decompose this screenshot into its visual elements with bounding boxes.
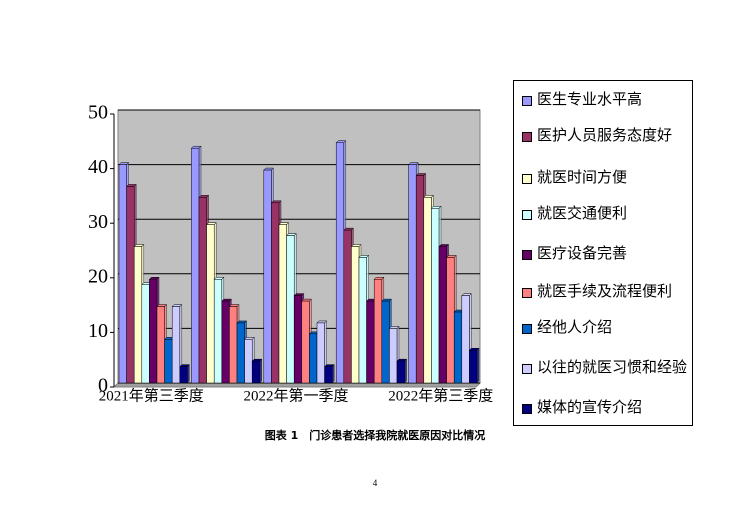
bar [221,300,230,384]
bar [198,197,207,384]
bar [133,246,143,384]
legend-label: 经他人介绍 [537,320,613,336]
bar [164,339,173,384]
legend-label: 以往的就医习惯和经验 [537,360,688,376]
bar-side [331,364,335,384]
legend-label: 媒体的宣传介绍 [537,400,643,416]
bar [286,235,295,384]
legend-swatch [522,404,532,414]
bar [381,300,390,384]
y-tick-label: 0 [98,375,108,397]
bar [126,186,135,384]
bar [149,279,158,384]
y-tick-label: 10 [88,320,108,342]
bar [309,333,318,384]
bar [408,164,417,384]
bar [343,229,352,384]
bar [453,311,463,384]
bar [213,279,223,384]
bar [446,257,455,384]
bar [244,339,253,384]
bar [293,295,303,384]
bar [423,197,432,384]
x-tick-label: 2021年第三季度 [99,386,204,404]
bar [156,306,165,384]
legend-label: 医生专业水平高 [537,92,643,108]
legend-swatch [522,364,532,374]
bar [251,360,261,384]
bar [431,208,440,384]
bar-side [404,358,407,384]
x-tick-label: 2022年第三季度 [388,386,493,404]
bar [229,306,238,384]
legend-swatch [522,210,532,220]
legend-swatch [522,288,532,298]
bar [263,169,272,384]
bar-side [259,358,263,384]
page-number: 4 [373,478,378,488]
caption: 图表 1 门诊患者选择我院就医原因对比情况 [265,428,485,442]
bar [366,300,375,384]
y-tick-label: 50 [88,102,108,124]
bar [351,246,360,384]
y-tick-label: 30 [88,211,108,233]
legend-swatch [522,174,532,184]
bar [118,164,127,384]
bar-side [187,364,190,384]
legend-label: 就医时间方便 [537,170,628,186]
bar [271,202,280,384]
bar [278,224,287,384]
legend-swatch [522,324,532,334]
bar [191,147,200,384]
bar [236,322,245,384]
y-tick-label: 40 [88,156,108,178]
bar [358,257,367,384]
bar [301,300,310,384]
legend-swatch [522,96,532,106]
bar [141,284,150,384]
floor [112,382,482,388]
bar [179,366,188,384]
bar [373,279,383,384]
legend-label: 就医交通便利 [537,206,628,222]
bar [438,246,447,384]
legend-swatch [522,250,532,260]
legend-label: 医护人员服务态度好 [537,128,673,144]
bar [171,306,181,384]
legend-swatch [522,132,532,142]
legend: 医生专业水平高医护人员服务态度好 就医时间方便 就医交通便利 医疗设备完善就医手续及流… [513,80,693,426]
bar [316,322,325,384]
bar [396,360,405,384]
bar [469,349,478,384]
x-tick-label: 2022年第一季度 [243,386,348,404]
legend-label: 医疗设备完善 [537,246,628,262]
bar [324,366,333,384]
legend-label: 就医手续及流程便利 [537,284,673,300]
bar [389,328,398,384]
bar [415,175,425,384]
y-tick-label: 20 [88,265,108,287]
bar [461,295,470,384]
bar-side [476,347,480,384]
bar [335,142,345,384]
bar [206,224,215,384]
